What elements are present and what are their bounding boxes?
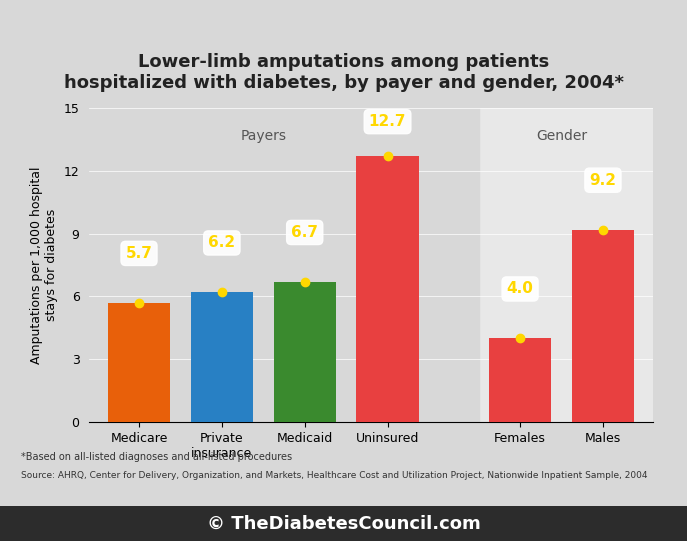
Bar	[489, 338, 551, 422]
Text: 12.7: 12.7	[369, 114, 406, 154]
Text: © TheDiabetesCouncil.com: © TheDiabetesCouncil.com	[207, 514, 480, 532]
Bar	[572, 229, 634, 422]
Bar	[108, 303, 170, 422]
Text: 6.7: 6.7	[291, 225, 318, 279]
Text: 4.0: 4.0	[506, 281, 534, 335]
Bar	[89, 108, 479, 422]
Text: Lower-limb amputations among patients
hospitalized with diabetes, by payer and g: Lower-limb amputations among patients ho…	[63, 53, 624, 92]
Bar	[273, 282, 336, 422]
Text: Gender: Gender	[536, 129, 587, 143]
Text: Payers: Payers	[240, 129, 286, 143]
Text: 5.7: 5.7	[126, 246, 153, 300]
Y-axis label: Amputations per 1,000 hospital
stays for diabetes: Amputations per 1,000 hospital stays for…	[30, 166, 58, 364]
Text: 9.2: 9.2	[589, 173, 616, 227]
Bar	[191, 292, 253, 422]
Bar	[357, 156, 418, 422]
Text: *Based on all-listed diagnoses and all-listed procedures: *Based on all-listed diagnoses and all-l…	[21, 452, 292, 461]
Bar	[479, 108, 653, 422]
Text: 6.2: 6.2	[208, 235, 236, 289]
Text: Source: AHRQ, Center for Delivery, Organization, and Markets, Healthcare Cost an: Source: AHRQ, Center for Delivery, Organ…	[21, 471, 647, 480]
